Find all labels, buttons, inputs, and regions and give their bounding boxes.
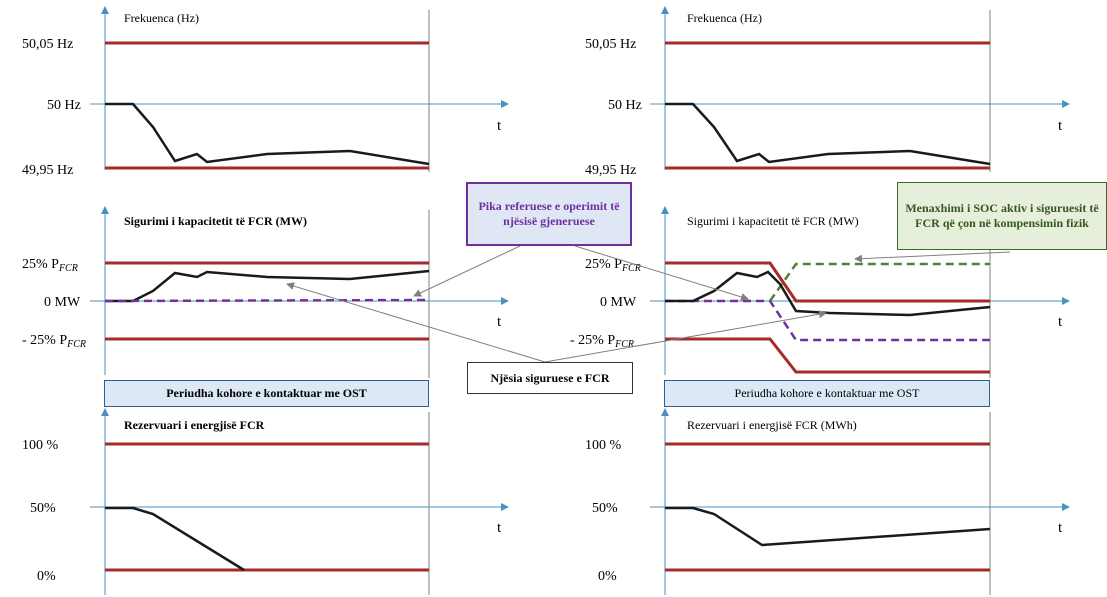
right-res-mid-label: 50% (592, 501, 618, 516)
left-freq-lower-label: 49,95 Hz (22, 163, 73, 178)
right-cap-upper-limit (665, 261, 990, 303)
fcr-unit-callout: Njësia siguruese e FCR (467, 362, 633, 394)
left-cap-t-label: t (497, 314, 502, 330)
right-res-curve (665, 506, 991, 547)
right-res-t-label: t (1058, 520, 1063, 536)
right-res-lower-label: 0% (598, 569, 617, 584)
soc-management-callout: Menaxhimi i SOC aktiv i siguruesit të FC… (897, 182, 1107, 250)
left-res-upper-label: 100 % (22, 438, 59, 453)
left-res-lower-label: 0% (37, 569, 56, 584)
left-cap-lower-label: - 25% PFCR (22, 333, 86, 350)
left-res-title: Rezervuari i energjisë FCR (124, 418, 265, 432)
right-cap-reference-line (665, 299, 990, 342)
right-cap-mid-label: 0 MW (600, 295, 637, 310)
right-cap-upper-label: 25% PFCR (585, 257, 641, 274)
right-cap-t-label: t (1058, 314, 1063, 330)
left-cap-upper-label: 25% PFCR (22, 257, 78, 274)
right-res-title: Rezervuari i energjisë FCR (MWh) (687, 418, 857, 432)
unit-arrow-right (544, 310, 827, 363)
right-freq-curve (665, 102, 991, 166)
left-frequency-panel: Frekuenca (Hz) 50,05 Hz 50 Hz 49,95 Hz t (22, 6, 509, 178)
right-cap-lower-label: - 25% PFCR (570, 333, 634, 350)
right-freq-t-label: t (1058, 118, 1063, 134)
left-freq-title: Frekuenca (Hz) (124, 11, 199, 25)
right-cap-title: Sigurimi i kapacitetit të FCR (MW) (687, 214, 859, 228)
soc-arrow (854, 251, 1011, 263)
left-freq-t-label: t (497, 118, 502, 134)
left-freq-upper-label: 50,05 Hz (22, 37, 73, 52)
left-res-t-label: t (497, 520, 502, 536)
left-cap-reference-line (104, 298, 430, 303)
left-freq-mid-label: 50 Hz (47, 98, 81, 113)
right-cap-soc-line (768, 262, 990, 302)
left-cap-curve (105, 269, 430, 303)
unit-arrow-left (286, 282, 546, 363)
left-capacity-panel: Sigurimi i kapacitetit të FCR (MW) 25% P… (22, 206, 509, 378)
left-cap-mid-label: 0 MW (44, 295, 81, 310)
right-cap-lower-limit (665, 337, 990, 374)
reference-arrow-right (574, 245, 749, 301)
right-reservoir-panel: Rezervuari i energjisë FCR (MWh) 100 % 5… (585, 408, 1070, 595)
right-freq-upper-label: 50,05 Hz (585, 37, 636, 52)
right-period-box: Periudha kohore e kontaktuar me OST (664, 380, 990, 407)
right-freq-lower-label: 49,95 Hz (585, 163, 636, 178)
left-res-curve (105, 506, 245, 572)
left-res-mid-label: 50% (30, 501, 56, 516)
left-period-box: Periudha kohore e kontaktuar me OST (104, 380, 429, 407)
right-res-upper-label: 100 % (585, 438, 622, 453)
right-cap-curve (665, 270, 991, 317)
reference-arrow-left (413, 245, 521, 297)
left-cap-title: Sigurimi i kapacitetit të FCR (MW) (124, 214, 307, 228)
right-frequency-panel: Frekuenca (Hz) 50,05 Hz 50 Hz 49,95 Hz t (585, 6, 1070, 178)
reference-point-callout: Pika referuese e operimit të njësisë gje… (466, 182, 632, 246)
right-freq-title: Frekuenca (Hz) (687, 11, 762, 25)
left-reservoir-panel: Rezervuari i energjisë FCR 100 % 50% 0% … (22, 408, 509, 595)
left-freq-curve (105, 102, 430, 166)
right-freq-mid-label: 50 Hz (608, 98, 642, 113)
